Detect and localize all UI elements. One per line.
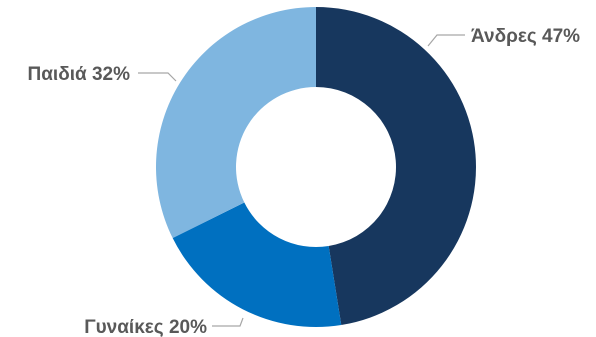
leader-line-men [427, 34, 465, 47]
data-label-women: Γυναίκες 20% [84, 317, 207, 337]
data-labels: Άνδρες 47% Γυναίκες 20% Παιδιά 32% [28, 26, 581, 337]
data-label-men: Άνδρες 47% [471, 26, 580, 47]
leader-line-women [212, 317, 244, 327]
data-label-children: Παιδιά 32% [28, 64, 131, 85]
leader-line-children [138, 72, 177, 82]
donut-slices [155, 7, 476, 327]
slice-children [155, 7, 316, 239]
slice-women [172, 202, 342, 327]
leader-lines [138, 34, 465, 327]
slice-men [316, 7, 476, 325]
